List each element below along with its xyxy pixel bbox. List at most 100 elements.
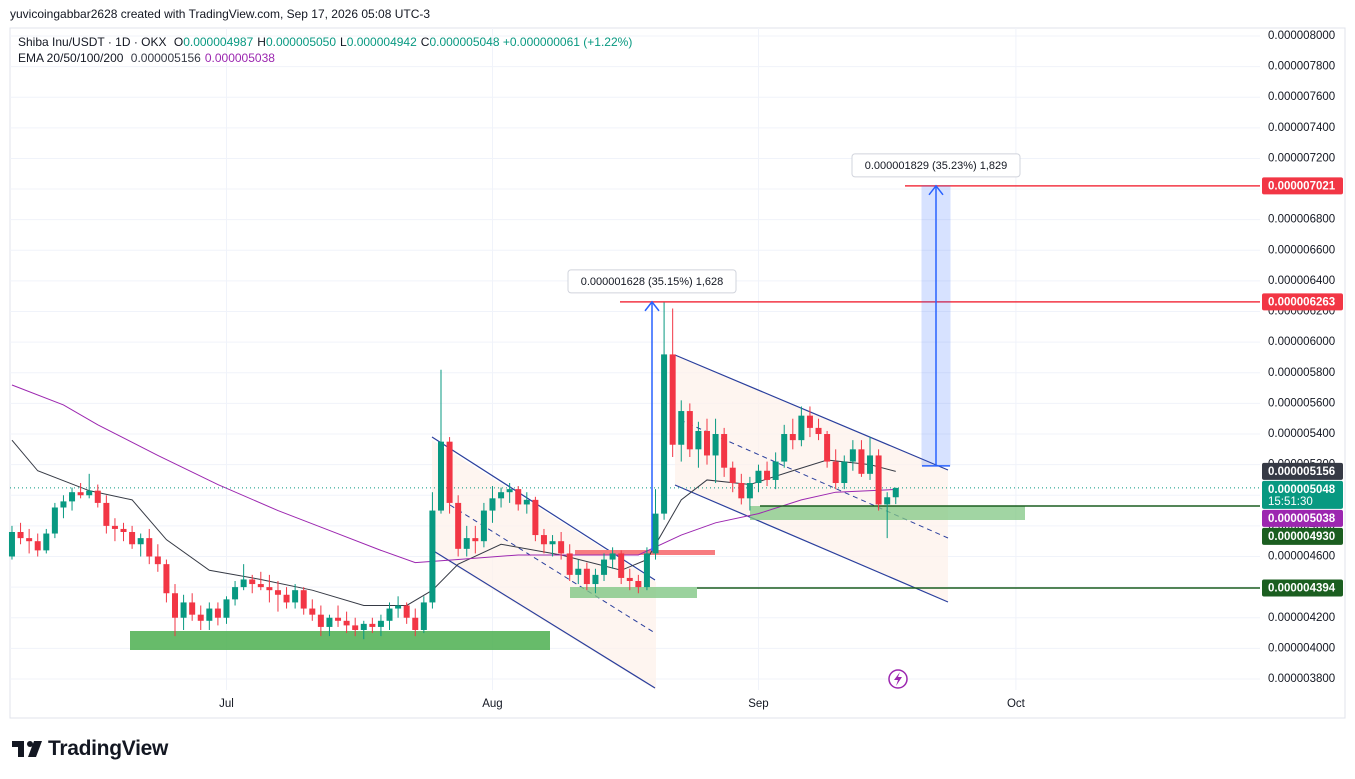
alert-icon[interactable] [888, 669, 908, 689]
candle-body [343, 620, 350, 626]
candle-body [781, 434, 788, 462]
candle-body [172, 593, 179, 618]
candle-body [412, 617, 419, 630]
candle-body [403, 605, 410, 618]
candle-body [197, 614, 204, 621]
symbol: Shiba Inu/USDT · 1D · OKX [18, 35, 167, 49]
candle-body [146, 538, 153, 557]
countdown: 15:51:30 [1268, 496, 1313, 508]
ohlc: O0.000004987 H0.000005050 L0.000004942 C0.0… [170, 35, 500, 49]
y-tick-label: 0.000004200 [1268, 612, 1335, 624]
candle-body [34, 541, 41, 551]
candle-body [463, 538, 470, 549]
candle-body [51, 507, 58, 534]
ema-value: 0.000005038 [204, 51, 275, 65]
candle-body [223, 599, 230, 618]
candle-body [764, 470, 771, 480]
candle-body [206, 608, 213, 621]
candle-body [540, 535, 547, 545]
ohlc-value: 0.000005050 [265, 35, 337, 49]
candle-body [111, 525, 118, 529]
candle-body [832, 461, 839, 484]
candle-body [849, 449, 856, 462]
x-tick-label: Sep [748, 698, 768, 710]
candle-body [283, 594, 290, 603]
candle-body [395, 605, 402, 609]
ohlc-key: O [173, 35, 184, 49]
candle-body [635, 580, 642, 588]
measure-label-box [567, 269, 737, 294]
candle-body [575, 568, 582, 575]
candle-body [317, 614, 324, 627]
candle-body [360, 623, 367, 630]
brand: TradingView [48, 737, 169, 760]
candle-body [618, 553, 625, 578]
candle-body [652, 513, 659, 554]
y-tick-label: 0.000006600 [1268, 244, 1335, 256]
y-tick-label: 0.000007400 [1268, 122, 1335, 134]
y-tick-label: 0.000006400 [1268, 275, 1335, 287]
ema-line [11, 384, 896, 564]
candle-body [678, 411, 685, 445]
candle-body [180, 602, 187, 618]
y-tick-label: 0.000008000 [1268, 30, 1335, 42]
candle-body [798, 415, 805, 441]
candle-body [377, 620, 384, 627]
candle-body [455, 502, 462, 549]
candle-body [703, 430, 710, 456]
measure-label: 0.000001829 (35.23%) 1,829 [865, 160, 1008, 172]
candle-body [498, 492, 505, 499]
y-tick-label: 0.000006800 [1268, 214, 1335, 226]
candle-body [17, 532, 24, 539]
candle-body [472, 538, 479, 542]
ohlc-value: 0.000004987 [183, 35, 254, 49]
candle-body [137, 538, 144, 545]
candle-body [686, 411, 693, 450]
support-zone [130, 631, 550, 650]
price-label-box [1262, 509, 1343, 527]
candle-body [841, 461, 848, 484]
candle-body [266, 587, 273, 591]
x-tick-label: Jul [219, 698, 234, 710]
candle-body [420, 602, 427, 630]
candle-body [626, 577, 633, 581]
ohlc-value: 0.000005048 [429, 35, 500, 49]
ohlc-key: L [340, 35, 347, 49]
candle-body [446, 441, 453, 503]
ohlc-value: 0.000004942 [346, 35, 417, 49]
candle-body [566, 553, 573, 575]
candle-body [789, 434, 796, 441]
channel-line [674, 484, 949, 603]
measure-label: 0.000001628 (35.15%) 1,628 [581, 276, 724, 288]
price-label-box [1262, 480, 1343, 509]
candle-body [86, 490, 93, 496]
candle-body [120, 528, 127, 533]
price-label: 0.000004930 [1268, 531, 1335, 543]
candle-body [592, 574, 599, 585]
measure-label-box [851, 153, 1021, 178]
candle-body [746, 483, 753, 499]
candle-body [163, 564, 170, 594]
candle-body [669, 354, 676, 445]
channel-line [674, 354, 949, 471]
candle-body [214, 608, 221, 618]
candle-body [352, 625, 359, 630]
candle-body [60, 501, 67, 508]
candle-body [867, 455, 874, 474]
ema-row: EMA 20/50/100/200 0.000005156 0.000005038 [18, 51, 275, 65]
candle-body [489, 498, 496, 511]
ema-values: 0.000005156 0.000005038 [127, 51, 275, 65]
candle-body [661, 354, 668, 514]
price-label: 0.000005038 [1268, 513, 1336, 525]
price-label-box [1262, 527, 1343, 545]
candle-body [772, 461, 779, 480]
candle-body [154, 556, 161, 565]
y-tick-label: 0.000007200 [1268, 152, 1335, 164]
y-tick-label: 0.000007600 [1268, 91, 1335, 103]
candle-body [189, 602, 196, 615]
price-label-box [1262, 293, 1343, 311]
x-tick-label: Aug [482, 698, 502, 710]
y-tick-label: 0.000004600 [1268, 551, 1335, 563]
candle-body [43, 533, 50, 551]
candle-body [738, 483, 745, 499]
